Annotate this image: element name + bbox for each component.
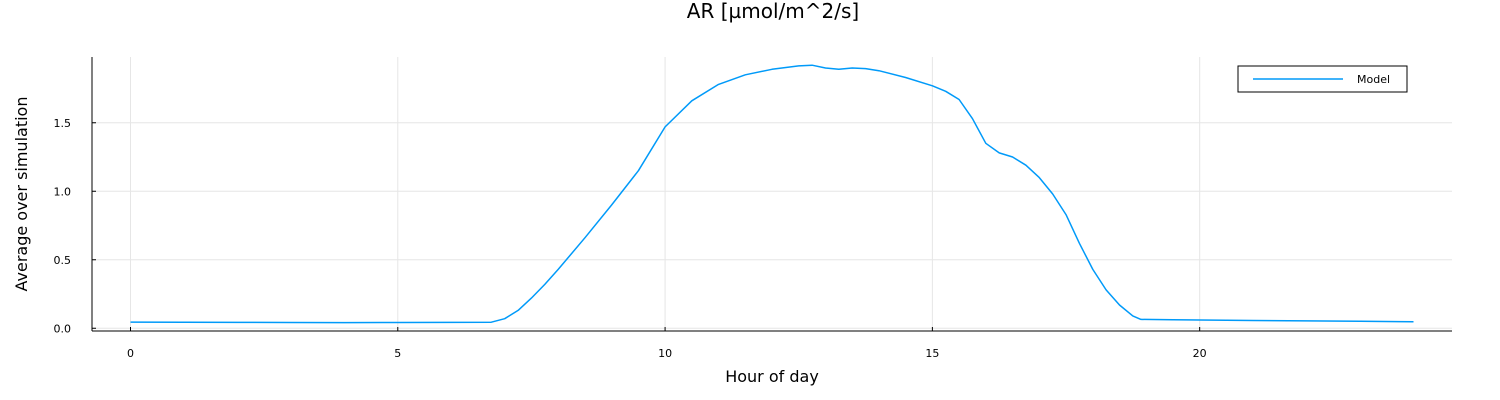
x-tick-label: 0 <box>127 347 134 360</box>
ticks: 0 5 10 15 20 0.0 0.5 1.0 1.5 <box>54 117 1207 360</box>
legend-label-model: Model <box>1357 73 1390 86</box>
chart-title: AR [µmol/m^2/s] <box>687 0 859 23</box>
y-tick-label: 0.0 <box>54 322 72 335</box>
x-tick-label: 5 <box>394 347 401 360</box>
x-axis-label: Hour of day <box>725 367 819 386</box>
y-tick-label: 1.5 <box>54 117 72 130</box>
y-axis-label: Average over simulation <box>12 97 31 292</box>
series-line-model <box>130 64 1414 324</box>
x-tick-label: 10 <box>658 347 672 360</box>
x-tick-label: 20 <box>1193 347 1207 360</box>
legend: Model <box>1237 65 1408 93</box>
x-tick-label: 15 <box>925 347 939 360</box>
y-tick-label: 0.5 <box>54 254 72 267</box>
series-layer <box>130 64 1414 324</box>
y-tick-label: 1.0 <box>54 185 72 198</box>
grid-lines <box>92 57 1452 331</box>
